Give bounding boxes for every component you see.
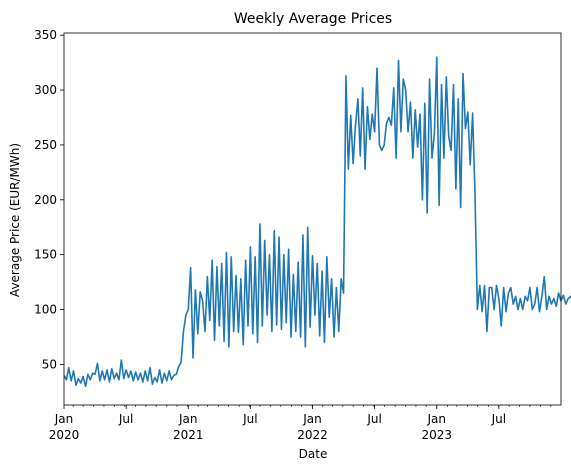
y-tick-label: 200 xyxy=(34,193,57,207)
x-tick-label: Jul xyxy=(118,412,133,426)
y-tick-label: 250 xyxy=(34,138,57,152)
chart-title: Weekly Average Prices xyxy=(234,11,392,27)
plot-frame xyxy=(63,32,562,406)
y-tick-label: 150 xyxy=(34,248,57,262)
x-tick-label: Jul xyxy=(491,412,506,426)
y-tick-label: 350 xyxy=(34,28,57,42)
y-axis-label: Average Price (EUR/MWh) xyxy=(8,143,22,297)
x-tick-label: Jan xyxy=(54,412,74,426)
x-tick-year-label: 2020 xyxy=(49,428,80,442)
x-tick-label: Jan xyxy=(178,412,198,426)
series-line xyxy=(63,56,571,388)
x-axis-label: Date xyxy=(299,447,328,461)
y-tick-label: 300 xyxy=(34,83,57,97)
y-tick-label: 50 xyxy=(42,357,57,371)
x-tick-year-label: 2023 xyxy=(421,428,452,442)
x-tick-label: Jan xyxy=(427,412,447,426)
x-tick-year-label: 2022 xyxy=(297,428,328,442)
x-tick-label: Jan xyxy=(302,412,322,426)
x-tick-label: Jul xyxy=(242,412,257,426)
x-tick-year-label: 2021 xyxy=(173,428,204,442)
y-tick-label: 100 xyxy=(34,303,57,317)
plot-area: 50 100 150 200 250 300 350 Jan 2020 Jul Jan 2021 Jul… xyxy=(34,28,571,442)
x-tick-label: Jul xyxy=(366,412,381,426)
